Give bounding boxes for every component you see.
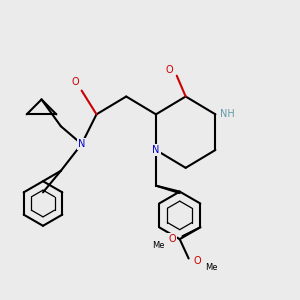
Text: O: O xyxy=(72,76,80,87)
Text: O: O xyxy=(194,256,201,266)
Text: N: N xyxy=(152,145,160,155)
Text: N: N xyxy=(78,139,85,149)
Text: O: O xyxy=(168,234,176,244)
Text: Me: Me xyxy=(205,263,217,272)
Text: O: O xyxy=(166,65,173,75)
Text: NH: NH xyxy=(220,109,235,119)
Text: Me: Me xyxy=(152,241,165,250)
